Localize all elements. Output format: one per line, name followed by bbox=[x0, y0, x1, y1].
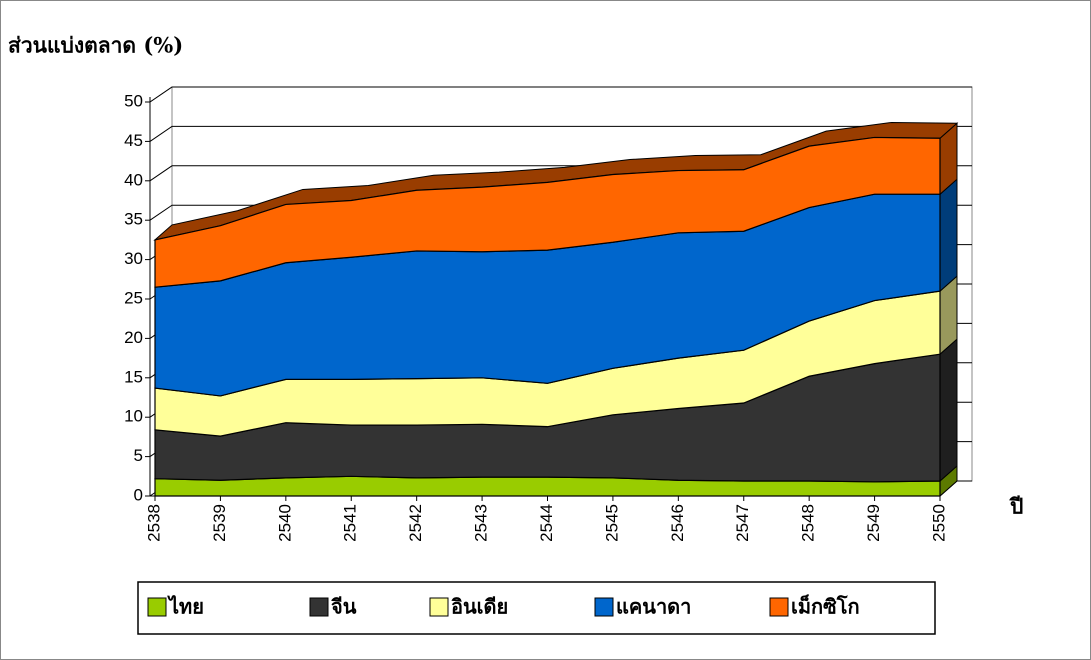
legend-swatch bbox=[429, 597, 449, 617]
legend-swatch bbox=[147, 597, 167, 617]
legend-swatch bbox=[309, 597, 329, 617]
grid-line bbox=[149, 86, 972, 103]
y-tick-label: 15 bbox=[124, 367, 143, 386]
y-tick-label: 45 bbox=[124, 131, 143, 150]
y-tick-label: 20 bbox=[124, 328, 143, 347]
x-tick-label: 2541 bbox=[341, 504, 360, 542]
legend-swatch bbox=[769, 597, 789, 617]
legend-label: เม็กซิโก bbox=[791, 593, 860, 618]
area bbox=[154, 136, 941, 288]
x-tick-label: 2548 bbox=[799, 504, 818, 542]
legend-label: อินเดีย bbox=[451, 595, 508, 618]
x-tick-label: 2538 bbox=[144, 504, 163, 542]
y-tick-label: 0 bbox=[134, 485, 143, 504]
x-tick-label: 2545 bbox=[602, 504, 621, 542]
legend-swatch bbox=[594, 597, 614, 617]
legend-label: จีน bbox=[331, 595, 357, 618]
x-tick-label: 2539 bbox=[210, 504, 229, 542]
grid-line bbox=[149, 125, 972, 142]
y-tick-label: 25 bbox=[124, 288, 143, 307]
y-tick-label: 10 bbox=[124, 407, 143, 426]
x-axis-label: ปี bbox=[1008, 494, 1023, 519]
y-tick-label: 30 bbox=[124, 249, 143, 268]
x-tick-label: 2546 bbox=[668, 504, 687, 542]
y-tick-label: 40 bbox=[124, 170, 143, 189]
y-tick-label: 50 bbox=[124, 91, 143, 110]
y-tick-label: 5 bbox=[134, 446, 143, 465]
x-tick-label: 2540 bbox=[275, 504, 294, 542]
chart-title: ส่วนแบ่งตลาด (%) bbox=[8, 33, 183, 58]
x-tick-label: 2543 bbox=[472, 504, 491, 542]
x-tick-label: 2550 bbox=[929, 504, 948, 542]
side-face bbox=[939, 338, 958, 483]
x-tick-label: 2547 bbox=[733, 504, 752, 542]
legend-label: แคนาดา bbox=[616, 596, 691, 618]
side-face bbox=[939, 178, 958, 293]
y-tick-label: 35 bbox=[124, 210, 143, 229]
x-tick-label: 2542 bbox=[406, 504, 425, 542]
legend-label: ไทย bbox=[167, 594, 204, 618]
x-tick-label: 2544 bbox=[537, 504, 556, 542]
legend-box bbox=[137, 581, 936, 635]
x-tick-label: 2549 bbox=[864, 504, 883, 542]
